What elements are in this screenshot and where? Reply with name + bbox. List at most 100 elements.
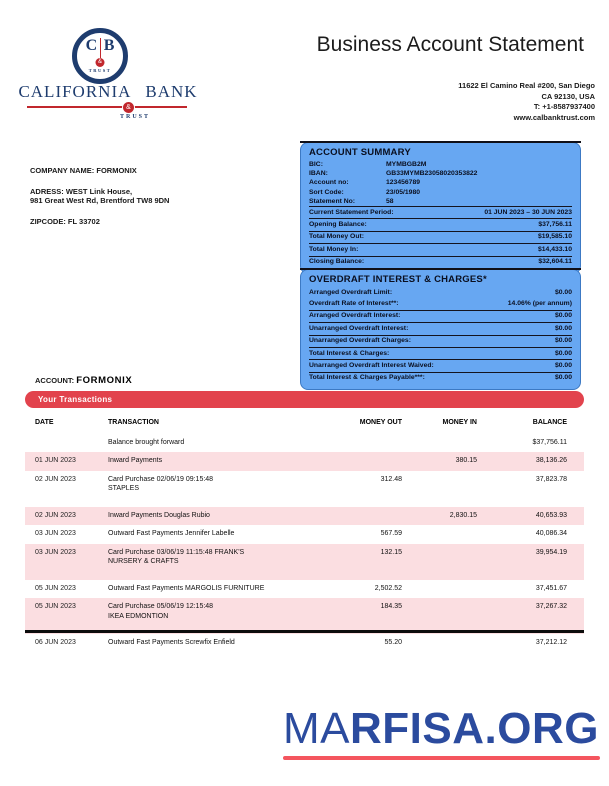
- transaction-description-line: Outward Fast Payments MARGOLIS FURNITURE: [108, 584, 265, 592]
- footer-wordmark: MARFISA.ORG: [283, 704, 603, 754]
- company-name: COMPANY NAME: FORMONIX: [30, 166, 137, 175]
- overdraft-row: Unarranged Overdraft Interest: $0.00: [309, 322, 572, 334]
- overdraft-row: Unarranged Overdraft Interest Waived: $0.…: [309, 359, 572, 371]
- account-summary-panel: ACCOUNT SUMMARY BIC: MYMBGB2M IBAN: GB33MYM…: [300, 141, 581, 274]
- summary-total-row: Opening Balance: $37,756.11: [309, 218, 572, 230]
- summary-total-value: $19,585.10: [537, 233, 572, 241]
- wordmark-underline: [27, 106, 187, 108]
- transaction-description-line: Outward Fast Payments Screwfix Enfield: [108, 639, 235, 646]
- transaction-row: 05 JUN 2023 Outward Fast Payments MARGOLI…: [25, 580, 584, 599]
- summary-detail-label: BIC:: [309, 161, 323, 168]
- transaction-description-line: Outward Fast Payments Jennifer Labelle: [108, 530, 235, 537]
- emblem-initial-right: B: [103, 37, 115, 54]
- transaction-money-out: 184.35: [380, 603, 402, 610]
- table-end-divider: [25, 630, 584, 633]
- emblem-initial-left: C: [85, 37, 98, 54]
- transaction-row: 05 JUN 2023 Card Purchase 05/06/19 12:15:…: [25, 598, 584, 634]
- overdraft-value: $0.00: [554, 374, 572, 382]
- transaction-description-line: STAPLES: [108, 485, 139, 492]
- transaction-row: 02 JUN 2023 Card Purchase 02/06/19 09:15:…: [25, 471, 584, 507]
- wordmark-right: BANK: [145, 82, 198, 101]
- transaction-description-line: IKEA EDMONTION: [108, 612, 169, 620]
- transaction-balance: 37,823.78: [535, 475, 567, 483]
- summary-total-row: Total Money Out: $19,585.10: [309, 230, 572, 243]
- transaction-money-in: 380.15: [455, 457, 477, 464]
- transaction-money-in: [402, 438, 477, 448]
- transaction-money-out: 312.48: [380, 475, 402, 483]
- summary-detail-row: Sort Code: 23/05/1980: [309, 188, 572, 197]
- account-name: FORMONIX: [76, 375, 133, 386]
- transaction-row: 01 JUN 2023 Inward Payments 380.15 38,136.2…: [25, 452, 584, 471]
- transaction-money-in: [402, 529, 477, 539]
- transactions-rows: Balance brought forward $37,756.11 01 JUN …: [25, 434, 584, 653]
- transaction-description-line: NURSERY & CRAFTS: [108, 558, 179, 565]
- transaction-money-in: [402, 548, 477, 567]
- transaction-balance: $37,756.11: [532, 438, 567, 446]
- transaction-description: Balance brought forward: [108, 438, 332, 448]
- summary-total-value: $32,604.11: [538, 258, 572, 266]
- transaction-balance: 37,267.32: [535, 603, 567, 610]
- summary-detail-value: 123456789: [386, 179, 421, 187]
- overdraft-label: Unarranged Overdraft Interest:: [309, 324, 409, 332]
- bank-emblem-icon: C B & TRUST: [72, 28, 128, 84]
- bank-logo: C B & TRUST CALIFORNIA BANK & TRUST: [18, 24, 198, 124]
- transaction-description: Inward Payments: [108, 456, 332, 466]
- column-header-money-out: MONEY OUT: [359, 419, 402, 426]
- transaction-date: 02 JUN 2023: [35, 511, 76, 519]
- summary-total-value: 01 JUN 2023 – 30 JUN 2023: [484, 208, 572, 216]
- overdraft-value: $0.00: [554, 337, 572, 345]
- transaction-row: Balance brought forward $37,756.11: [25, 434, 584, 453]
- transaction-balance: 37,451.67: [535, 584, 567, 592]
- transaction-description: Outward Fast Payments MARGOLIS FURNITURE: [108, 584, 332, 594]
- wordmark-trust-label: TRUST: [119, 114, 150, 120]
- overdraft-label: Total Interest & Charges:: [309, 349, 390, 357]
- transaction-money-out: [332, 456, 402, 466]
- ampersand-badge-icon: &: [122, 101, 135, 114]
- overdraft-label: Total Interest & Charges Payable***:: [309, 374, 425, 382]
- transaction-money-in: 2,830.15: [449, 511, 477, 519]
- transaction-description: Outward Fast Payments Screwfix Enfield: [108, 638, 332, 648]
- bank-phone: T: +1-8587937400: [533, 102, 595, 111]
- overdraft-row: Arranged Overdraft Limit: $0.00: [309, 287, 572, 298]
- emblem-trust-label: TRUST: [88, 68, 112, 73]
- overdraft-value: $0.00: [554, 312, 572, 320]
- transaction-money-in: [402, 584, 477, 594]
- transaction-date: 05 JUN 2023: [35, 603, 76, 610]
- summary-total-label: Opening Balance:: [309, 221, 367, 228]
- summary-total-label: Current Statement Period:: [309, 208, 394, 216]
- overdraft-label: Unarranged Overdraft Charges:: [309, 337, 411, 345]
- column-header-date: DATE: [35, 419, 54, 426]
- transaction-description: Card Purchase 02/06/19 09:15:48 STAPLES: [108, 475, 332, 494]
- transaction-date: 06 JUN 2023: [35, 639, 76, 646]
- transaction-date: 03 JUN 2023: [35, 530, 76, 537]
- transactions-banner: Your Transactions: [25, 391, 584, 408]
- overdraft-value: 14.06% (per annum): [507, 299, 572, 307]
- company-zipcode: ZIPCODE: FL 33702: [30, 216, 100, 226]
- summary-detail-value: 58: [386, 197, 394, 205]
- transaction-description: Card Purchase 03/06/19 11:15:48 FRANK'S N…: [108, 548, 332, 567]
- summary-total-row: Closing Balance: $32,604.11: [309, 255, 572, 268]
- overdraft-label: Unarranged Overdraft Interest Waived:: [309, 361, 434, 369]
- account-line: ACCOUNT: FORMONIX: [35, 375, 132, 386]
- transaction-date: [35, 438, 108, 448]
- overdraft-value: $0.00: [554, 324, 572, 332]
- page-title: Business Account Statement: [316, 33, 584, 56]
- summary-detail-row: Statement No: 58: [309, 197, 572, 206]
- overdraft-row: Overdraft Rate of Interest**: 14.06% (per…: [309, 298, 572, 309]
- transactions-header-row: DATE TRANSACTION MONEY OUT MONEY IN BALA…: [25, 413, 584, 434]
- account-summary-details: BIC: MYMBGB2M IBAN: GB33MYMB23058020353822 A…: [309, 160, 572, 206]
- transactions-table: DATE TRANSACTION MONEY OUT MONEY IN BALA…: [25, 413, 584, 653]
- bank-address: 11622 El Camino Real #200, San Diego CA …: [458, 81, 595, 123]
- summary-total-row: Current Statement Period: 01 JUN 2023 – 3…: [309, 206, 572, 218]
- transaction-date: 05 JUN 2023: [35, 584, 76, 592]
- transaction-date: 01 JUN 2023: [35, 457, 76, 464]
- transaction-row: 03 JUN 2023 Card Purchase 03/06/19 11:15:…: [25, 543, 584, 580]
- transaction-row: 03 JUN 2023 Outward Fast Payments Jennife…: [25, 525, 584, 544]
- bank-address-line: 11622 El Camino Real #200, San Diego: [458, 81, 595, 90]
- summary-detail-label: Sort Code:: [309, 188, 344, 196]
- account-label: ACCOUNT:: [35, 376, 75, 385]
- transaction-description-line: Card Purchase 05/06/19 12:15:48: [108, 603, 214, 610]
- transaction-balance: 40,653.93: [535, 511, 567, 519]
- overdraft-value: $0.00: [554, 349, 572, 357]
